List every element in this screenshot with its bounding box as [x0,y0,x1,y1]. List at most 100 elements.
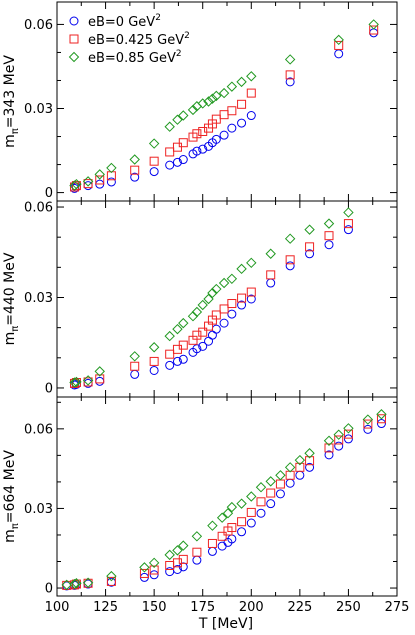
data-point [219,304,229,314]
data-point [198,327,208,337]
data-point [192,555,202,565]
data-point [149,167,159,177]
data-point [285,478,295,488]
data-point [265,476,276,487]
data-point [211,283,222,295]
data-point [165,567,175,577]
data-point [226,273,238,285]
data-point [178,540,189,551]
data-point [369,25,379,35]
x-tick-label: 200 [239,600,264,615]
data-point [275,489,285,499]
data-point [71,578,82,589]
data-point [130,369,140,379]
data-point [149,156,159,166]
data-point [82,375,94,386]
data-point [192,547,202,557]
data-point [106,570,117,582]
x-tick-label: 175 [190,600,215,615]
data-point [343,219,353,229]
data-point [266,278,276,288]
y-label-main: m [2,134,18,148]
panel-2: 0 0.03 0.06 mπ=440 MeV [2,200,398,398]
data-point [334,441,344,451]
data-point [129,351,140,362]
data-point [83,179,93,189]
data-point [94,169,105,180]
y-tick-label: 0.06 [24,201,53,216]
data-point [218,277,230,289]
data-point [324,450,334,460]
panel-1: 0 0.03 0.06 mπ=343 MeV [2,1,398,202]
data-point [71,376,82,388]
data-point [207,520,218,531]
data-point [149,570,159,580]
y-axis-label: mπ=440 MeV [2,252,21,345]
data-point [198,144,208,154]
data-point [191,306,203,318]
data-point [324,231,334,241]
data-point [69,377,80,388]
data-point [217,531,227,541]
y-axis-label: mπ=343 MeV [2,55,21,148]
x-axis-label: T [MeV] [198,616,253,632]
data-point [285,70,295,80]
panel-3: 0 0.03 0.06 100 125 150 175 200 225 250 275 mπ=664 … [2,396,409,615]
data-point [204,336,214,346]
data-point [285,261,295,271]
data-point [227,309,237,319]
data-point [222,508,234,519]
data-point [95,374,105,384]
y-label-main: m [2,529,18,543]
data-point [334,435,344,445]
data-point [95,175,105,185]
data-point [246,287,256,297]
data-point [305,462,315,472]
data-point [95,376,105,386]
y-tick-label: 0.03 [24,502,53,517]
y-label-rest: =343 MeV [2,55,18,129]
panel-frame [56,1,398,202]
data-point [83,377,93,387]
data-point [178,138,188,148]
data-point [304,224,315,235]
data-point [343,423,354,434]
data-point [227,123,237,133]
legend-label: eB=0 GeV2 [88,13,161,30]
data-point [246,111,256,121]
data-point [237,99,247,109]
data-point [211,310,221,320]
data-point [266,488,276,498]
data-point [165,147,175,157]
data-point [304,448,315,459]
data-point [237,517,247,527]
data-point [226,501,238,513]
data-point [187,104,199,116]
data-point [178,340,188,350]
series-diamond [69,207,354,388]
data-point [178,155,188,165]
data-point [192,146,202,156]
data-point [227,106,237,116]
data-point [368,19,379,30]
data-point [207,546,217,556]
data-point [227,523,237,533]
legend-label-text: eB=0 GeV [88,15,155,30]
data-point [227,299,237,309]
data-point [246,294,256,304]
legend-label: eB=0.85 GeV2 [88,49,182,66]
data-point [216,512,228,523]
data-point [237,293,247,303]
data-point [246,257,257,269]
series-square [69,25,379,192]
data-point [376,414,386,424]
legend-marker [69,16,79,26]
data-point [164,330,175,342]
data-point [172,558,182,568]
y-label-main: m [2,332,18,346]
data-point [324,443,334,453]
legend-label-sup: 2 [184,31,190,41]
data-point [334,40,344,50]
